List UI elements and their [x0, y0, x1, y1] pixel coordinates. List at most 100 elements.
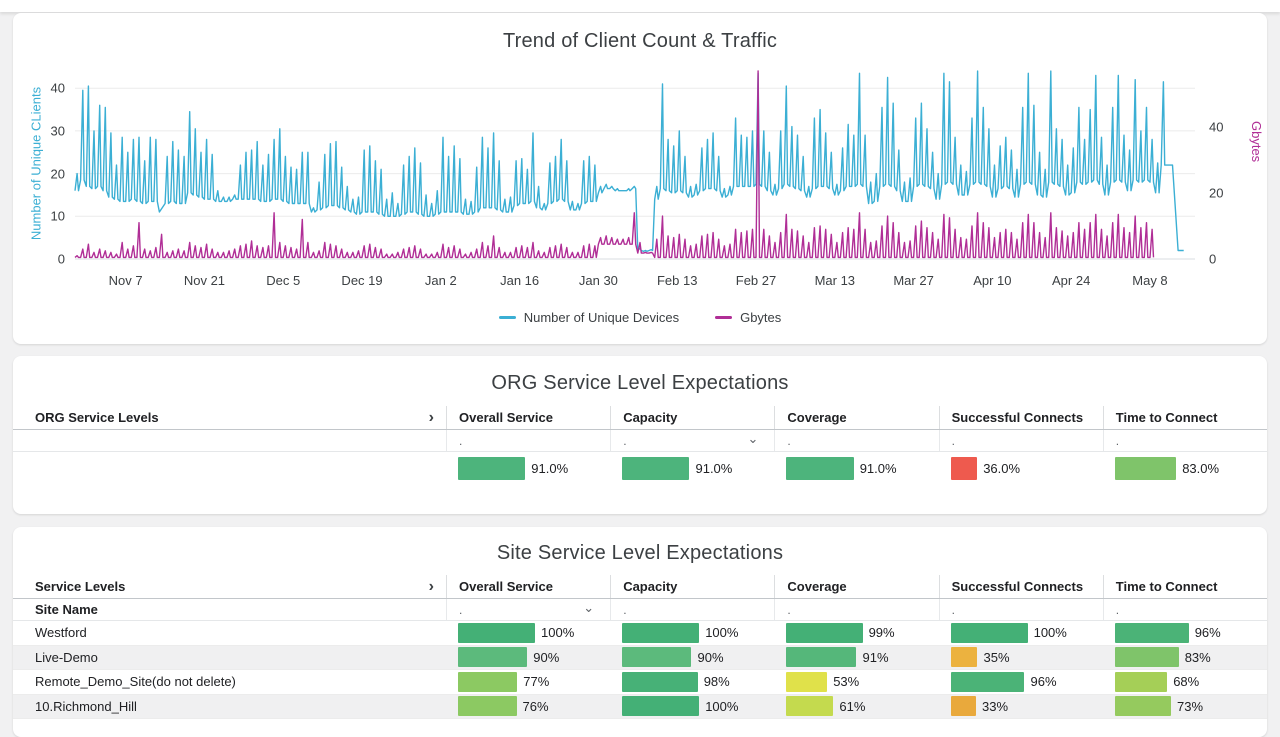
- site-name: Remote_Demo_Site(do not delete): [13, 674, 446, 689]
- filter-cell[interactable]: .: [939, 599, 1103, 620]
- y-left-tick: 0: [29, 252, 65, 267]
- sle-bar: [458, 672, 517, 692]
- sle-bar: [1115, 696, 1171, 716]
- sle-cell: 33%: [939, 696, 1103, 716]
- x-axis-tick: Mar 27: [893, 273, 933, 288]
- sle-cell: 91%: [774, 647, 938, 667]
- site-sle-title: Site Service Level Expectations: [13, 542, 1267, 565]
- sle-value: 61%: [839, 699, 865, 714]
- sle-value: 98%: [704, 674, 730, 689]
- org-sle-title: ORG Service Level Expectations: [13, 372, 1267, 395]
- trend-chart-card: Trend of Client Count & Traffic Number o…: [13, 13, 1267, 344]
- expand-chevron-icon[interactable]: ›: [429, 579, 434, 595]
- y-left-tick: 30: [29, 123, 65, 138]
- column-header: Overall Service: [446, 406, 610, 429]
- site-sle-card: Site Service Level Expectations Service …: [13, 527, 1267, 737]
- sle-bar: [786, 672, 827, 692]
- sle-value: 90%: [533, 650, 559, 665]
- site-name: Live-Demo: [13, 650, 446, 665]
- sle-bar: [1115, 623, 1189, 643]
- x-axis-tick: Jan 30: [579, 273, 618, 288]
- sle-bar: [951, 457, 978, 480]
- sle-bar: [1115, 672, 1167, 692]
- column-header: Time to Connect: [1103, 575, 1267, 598]
- sle-cell: 91.0%: [446, 457, 610, 480]
- sle-value: 100%: [541, 625, 574, 640]
- legend-item-devices[interactable]: Number of Unique Devices: [499, 310, 679, 325]
- dropdown-chevron-icon[interactable]: ⌄: [583, 600, 594, 616]
- y-left-tick: 10: [29, 209, 65, 224]
- filter-cell[interactable]: .: [1103, 430, 1267, 451]
- sle-row-live-demo[interactable]: Live-Demo90%90%91%35%83%: [13, 646, 1267, 671]
- gbytes-line-swatch: [715, 316, 732, 319]
- sle-value: 36.0%: [983, 461, 1020, 476]
- table-header-row: ORG Service Levels›Overall ServiceCapaci…: [13, 406, 1267, 430]
- sle-cell: 100%: [610, 696, 774, 716]
- sle-row-10-richmond-hill[interactable]: 10.Richmond_Hill 76% 100% 61% 33% 73%: [13, 695, 1267, 720]
- right-axis-title: Gbytes: [1249, 121, 1264, 162]
- filter-cell[interactable]: .: [774, 599, 938, 620]
- column-header: Time to Connect: [1103, 406, 1267, 429]
- sle-bar: [786, 647, 856, 667]
- y-left-tick: 40: [29, 81, 65, 96]
- sle-bar: [622, 672, 698, 692]
- y-left-tick: 20: [29, 166, 65, 181]
- x-axis-tick: Feb 27: [736, 273, 776, 288]
- dropdown-chevron-icon[interactable]: ⌄: [747, 431, 758, 447]
- sle-bar: [458, 647, 527, 667]
- filter-cell[interactable]: .⌄: [446, 599, 610, 620]
- sle-row-remote-demo-site-do-not-delete-[interactable]: Remote_Demo_Site(do not delete)77% 98% 53%…: [13, 670, 1267, 695]
- sle-value: 100%: [1034, 625, 1067, 640]
- sle-value: 100%: [705, 625, 738, 640]
- expand-chevron-icon[interactable]: ›: [429, 410, 434, 426]
- sle-value: 100%: [705, 699, 738, 714]
- x-axis-tick: Feb 13: [657, 273, 697, 288]
- sle-value: 53%: [833, 674, 859, 689]
- sle-bar: [458, 623, 535, 643]
- sle-bar: [951, 672, 1025, 692]
- table-header-row: Service Levels›Overall ServiceCapacityCo…: [13, 575, 1267, 599]
- sle-row-westford[interactable]: Westford100%100%99%100%96%: [13, 621, 1267, 646]
- x-axis-tick: Mar 13: [815, 273, 855, 288]
- x-axis-tick: May 8: [1132, 273, 1167, 288]
- column-header: Successful Connects: [939, 575, 1103, 598]
- sle-cell: 96%: [939, 672, 1103, 692]
- sle-bar: [622, 696, 699, 716]
- sle-value: 73%: [1177, 699, 1203, 714]
- x-axis-tick: Dec 5: [266, 273, 300, 288]
- trend-chart[interactable]: Number of Unique CLients Gbytes 01020304…: [13, 13, 1267, 344]
- x-axis-tick: Apr 10: [973, 273, 1011, 288]
- filter-cell[interactable]: .: [939, 430, 1103, 451]
- sle-value: 76%: [523, 699, 549, 714]
- trend-chart-plot[interactable]: [13, 13, 1267, 344]
- x-axis-tick: Jan 2: [425, 273, 457, 288]
- sle-cell: 83.0%: [1103, 457, 1267, 480]
- sle-value: 99%: [869, 625, 895, 640]
- filter-cell[interactable]: .: [774, 430, 938, 451]
- sle-value: 91.0%: [531, 461, 568, 476]
- x-axis-tick: Apr 24: [1052, 273, 1090, 288]
- x-axis-tick: Nov 21: [184, 273, 225, 288]
- name-column-header: ORG Service Levels›: [13, 406, 446, 429]
- filter-cell[interactable]: .⌄: [610, 430, 774, 451]
- y-right-tick: 20: [1209, 186, 1245, 201]
- sle-value: 91.0%: [695, 461, 732, 476]
- sle-bar: [458, 457, 525, 480]
- filter-cell[interactable]: .: [446, 430, 610, 451]
- sle-cell: 77%: [446, 672, 610, 692]
- column-header: Coverage: [774, 406, 938, 429]
- sle-cell: 76%: [446, 696, 610, 716]
- sle-cell: 90%: [446, 647, 610, 667]
- sle-value: 83%: [1185, 650, 1211, 665]
- subheader-cell: [13, 430, 446, 451]
- filter-row: Site Name.⌄....: [13, 599, 1267, 621]
- subheader-cell: Site Name: [13, 599, 446, 620]
- legend-item-gbytes[interactable]: Gbytes: [715, 310, 781, 325]
- site-name: 10.Richmond_Hill: [13, 699, 446, 714]
- chart-legend: Number of Unique Devices Gbytes: [13, 310, 1267, 325]
- legend-label-gbytes: Gbytes: [740, 310, 781, 325]
- sle-value: 91.0%: [860, 461, 897, 476]
- filter-cell[interactable]: .: [1103, 599, 1267, 620]
- filter-cell[interactable]: .: [610, 599, 774, 620]
- x-axis-tick: Jan 16: [500, 273, 539, 288]
